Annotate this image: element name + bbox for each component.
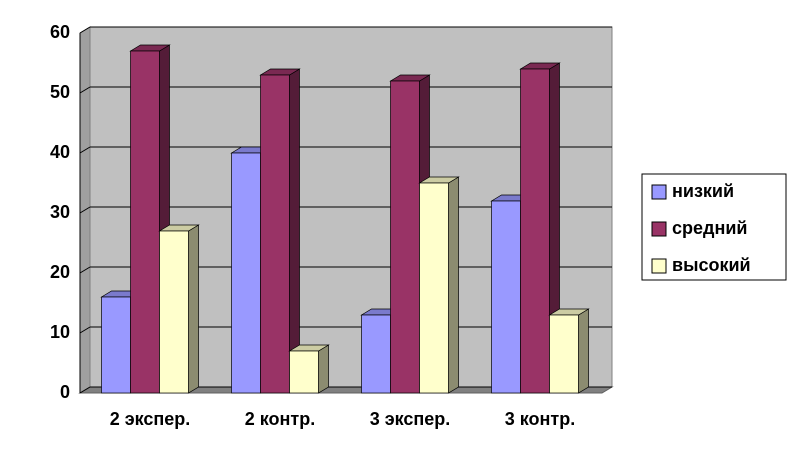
- y-tick-label: 40: [50, 142, 70, 162]
- y-tick-label: 20: [50, 262, 70, 282]
- legend-label: высокий: [672, 255, 751, 275]
- grid-line-side: [79, 146, 91, 154]
- x-tick-label: 3 экспер.: [370, 409, 451, 429]
- y-tick-label: 60: [50, 22, 70, 42]
- bar: [159, 230, 189, 394]
- bar: [289, 350, 319, 394]
- bar: [520, 68, 550, 394]
- bar: [231, 152, 261, 394]
- bar-side: [448, 176, 459, 394]
- y-tick-label: 10: [50, 322, 70, 342]
- y-tick-label: 50: [50, 82, 70, 102]
- legend-swatch: [651, 221, 667, 237]
- x-tick-label: 2 контр.: [245, 409, 315, 429]
- bar: [549, 314, 579, 394]
- bar: [419, 182, 449, 394]
- bar-side: [578, 308, 589, 394]
- bar-side: [318, 344, 329, 394]
- bar-side: [188, 224, 199, 394]
- grid-line-side: [79, 26, 91, 34]
- bar: [101, 296, 131, 394]
- bar-side: [289, 68, 300, 394]
- grid-line-side: [79, 206, 91, 214]
- y-tick-label: 30: [50, 202, 70, 222]
- y-tick-label: 0: [60, 382, 70, 402]
- legend-label: низкий: [672, 181, 734, 201]
- grid-line-side: [79, 266, 91, 274]
- legend-label: средний: [672, 218, 747, 238]
- legend-swatch: [651, 258, 667, 274]
- bar: [130, 50, 160, 394]
- grid-line-side: [79, 386, 91, 394]
- grid-line-side: [79, 86, 91, 94]
- bar: [361, 314, 391, 394]
- bar: [390, 80, 420, 394]
- x-tick-label: 3 контр.: [505, 409, 575, 429]
- x-tick-label: 2 экспер.: [110, 409, 191, 429]
- grid-line-side: [79, 326, 91, 334]
- legend-swatch: [651, 184, 667, 200]
- bar: [491, 200, 521, 394]
- bar: [260, 74, 290, 394]
